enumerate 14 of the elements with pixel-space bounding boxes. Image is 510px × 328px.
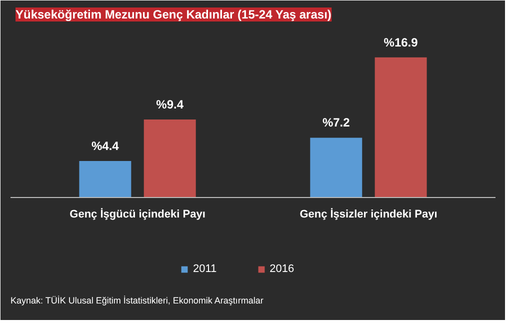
- legend-label: 2016: [270, 263, 294, 275]
- x-tick-label: Genç İşsizler içindeki Payı: [300, 207, 438, 220]
- text: Kaynak: TÜİK Ulusal Eğitim İstatistikleri, Ekonomik Araştırmalar: [10, 296, 264, 306]
- bar: [144, 120, 196, 198]
- bar: [374, 57, 427, 198]
- data-label: %16.9: [384, 35, 418, 50]
- data-label: %4.4: [92, 138, 120, 153]
- data-label: %9.4: [156, 98, 184, 112]
- bar: [79, 160, 132, 198]
- x-tick-label: Genç İşgücü içindeki Payı: [70, 207, 206, 220]
- legend-label: 2011: [193, 263, 217, 275]
- chart-title: Yükseköğretim Mezunu Genç Kadınlar (15-24 Yaş arası): [16, 8, 332, 22]
- data-label: %7.2: [322, 116, 350, 130]
- bar: [310, 138, 362, 198]
